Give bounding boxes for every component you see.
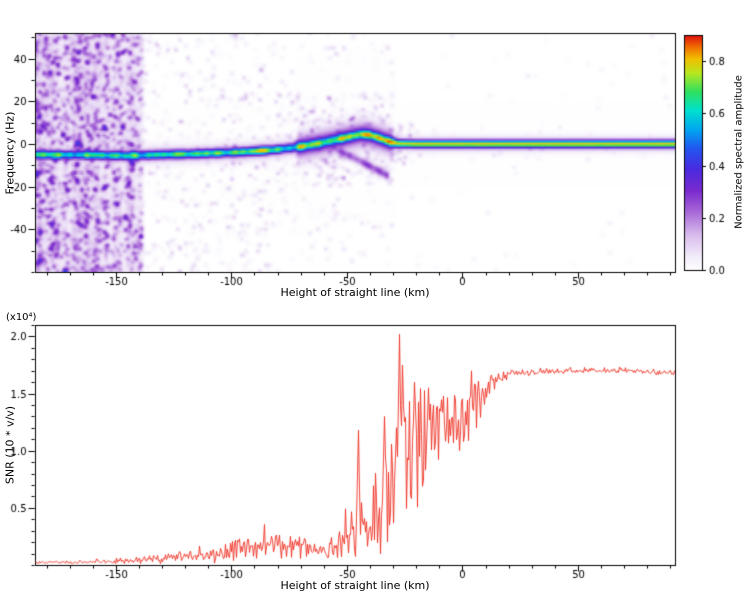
colorbar-label: Normalized spectral amplitude — [733, 75, 745, 229]
snr-xlabel: Height of straight line (km) — [280, 579, 430, 592]
snr-ylabel: SNR (10 * v/v) — [3, 405, 17, 485]
snr-scale-label: (x10⁴) — [6, 312, 37, 323]
spectrogram-xlabel: Height of straight line (km) — [280, 286, 430, 299]
spectrogram-canvas — [0, 0, 750, 300]
snr-canvas — [0, 300, 750, 600]
spectrogram-ylabel: Frequency (Hz) — [3, 111, 17, 195]
